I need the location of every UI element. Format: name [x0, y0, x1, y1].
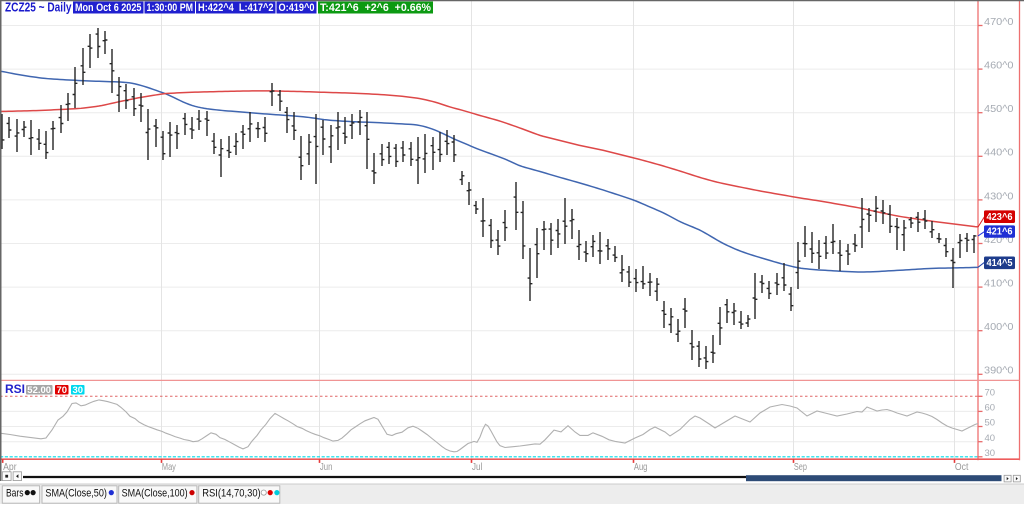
svg-text:390^0: 390^0	[984, 365, 1014, 377]
svg-text:H:422^4 L:417^2: H:422^4 L:417^2	[198, 2, 274, 14]
svg-text:Mon Oct 6 2025: Mon Oct 6 2025	[75, 2, 142, 14]
svg-text:30: 30	[73, 385, 84, 396]
svg-text:40: 40	[985, 433, 996, 444]
svg-text:RSI: RSI	[5, 382, 25, 396]
svg-text:52.00: 52.00	[27, 385, 51, 396]
svg-text:421^6: 421^6	[987, 226, 1013, 238]
svg-text:400^0: 400^0	[984, 321, 1014, 333]
svg-text:60: 60	[985, 403, 996, 414]
svg-text:460^0: 460^0	[984, 60, 1014, 72]
svg-text:440^0: 440^0	[984, 147, 1014, 159]
svg-text:O:419^0: O:419^0	[279, 2, 315, 14]
svg-text:Sep: Sep	[794, 461, 807, 473]
svg-text:70: 70	[985, 387, 996, 398]
svg-text:T:421^6 +2^6 +0.66%: T:421^6 +2^6 +0.66%	[320, 2, 431, 14]
svg-text:430^0: 430^0	[984, 190, 1014, 202]
svg-text:470^0: 470^0	[984, 16, 1014, 28]
svg-text:May: May	[162, 461, 177, 473]
svg-text:70: 70	[57, 385, 68, 396]
svg-text:Apr: Apr	[3, 461, 17, 473]
svg-text:Jun: Jun	[320, 461, 333, 473]
svg-text:Oct: Oct	[955, 461, 969, 473]
svg-text:Jul: Jul	[472, 461, 483, 473]
svg-text:ZCZ25 ~ Daily: ZCZ25 ~ Daily	[5, 0, 72, 15]
svg-text:Aug: Aug	[634, 461, 648, 473]
svg-text:423^6: 423^6	[987, 211, 1013, 223]
svg-text:Bars: Bars	[6, 487, 24, 499]
svg-text:50: 50	[985, 418, 996, 429]
svg-text:RSI(14,70,30): RSI(14,70,30)	[202, 487, 261, 499]
svg-text:SMA(Close,50): SMA(Close,50)	[45, 487, 107, 499]
svg-text:410^0: 410^0	[984, 278, 1014, 290]
svg-text:414^5: 414^5	[987, 257, 1013, 269]
svg-text:1:30:00 PM: 1:30:00 PM	[147, 2, 194, 14]
svg-text:450^0: 450^0	[984, 103, 1014, 115]
svg-text:SMA(Close,100): SMA(Close,100)	[122, 487, 188, 499]
svg-text:30: 30	[985, 448, 996, 459]
